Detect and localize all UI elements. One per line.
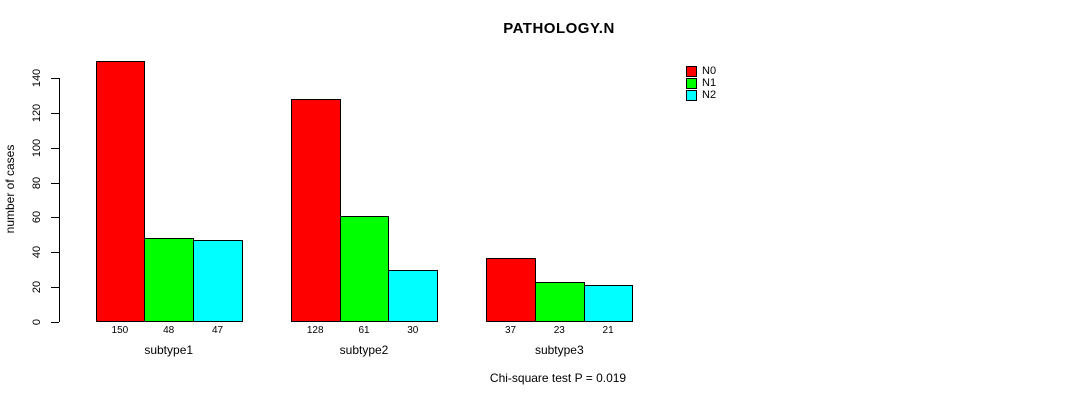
legend: N0 N1 N2 xyxy=(686,65,716,101)
legend-label: N0 xyxy=(702,65,717,77)
y-tick xyxy=(51,112,59,114)
y-tick-label: 80 xyxy=(31,176,43,189)
y-tick xyxy=(51,287,59,289)
y-tick xyxy=(51,182,59,184)
y-tick-label: 40 xyxy=(31,246,43,259)
annotation-chi-square: Chi-square test P = 0.019 xyxy=(489,371,627,385)
bar-value-label: 23 xyxy=(553,325,565,336)
bar-value-label: 30 xyxy=(407,325,419,336)
bar-value-label: 37 xyxy=(504,325,517,336)
category-label: subtype2 xyxy=(339,343,389,357)
legend-swatch-n2 xyxy=(686,89,697,101)
legend-label: N1 xyxy=(702,77,717,89)
y-tick-label: 100 xyxy=(31,138,43,157)
bar-n0-subtype2 xyxy=(290,99,341,322)
legend-row: N2 xyxy=(686,89,716,101)
y-axis-line xyxy=(59,78,60,322)
y-tick-label: 140 xyxy=(31,68,43,88)
legend-row: N1 xyxy=(686,77,716,89)
legend-row: N0 xyxy=(686,65,716,77)
legend-label: N2 xyxy=(702,89,717,101)
y-tick-label: 0 xyxy=(31,318,43,326)
category-label: subtype3 xyxy=(534,343,584,357)
bar-value-label: 47 xyxy=(211,325,224,336)
bar-value-label: 61 xyxy=(358,325,370,336)
bar-value-label: 128 xyxy=(306,325,324,336)
category-label: subtype1 xyxy=(144,343,194,357)
bar-n2-subtype2 xyxy=(388,269,439,322)
bar-value-label: 150 xyxy=(111,325,129,336)
bar-n2-subtype1 xyxy=(193,240,243,322)
bar-n1-subtype3 xyxy=(534,281,585,322)
y-tick xyxy=(51,322,59,323)
y-axis-label: number of cases xyxy=(3,144,17,234)
y-tick-label: 20 xyxy=(31,281,43,294)
y-tick-label: 120 xyxy=(31,103,43,123)
bar-n1-subtype1 xyxy=(144,238,195,322)
bar-n0-subtype1 xyxy=(95,60,146,322)
y-tick xyxy=(51,217,59,219)
bar-n2-subtype3 xyxy=(583,285,634,322)
bar-n0-subtype3 xyxy=(486,257,536,322)
bar-value-label: 21 xyxy=(602,325,614,336)
y-tick xyxy=(51,78,59,80)
bar-value-label: 48 xyxy=(163,325,175,336)
legend-swatch-n1 xyxy=(686,77,697,89)
bar-n1-subtype2 xyxy=(339,215,390,322)
y-tick xyxy=(51,147,59,149)
y-tick xyxy=(51,252,59,254)
y-tick-label: 60 xyxy=(31,211,43,224)
legend-swatch-n0 xyxy=(686,65,697,77)
chart-title: PATHOLOGY.N xyxy=(503,20,615,37)
